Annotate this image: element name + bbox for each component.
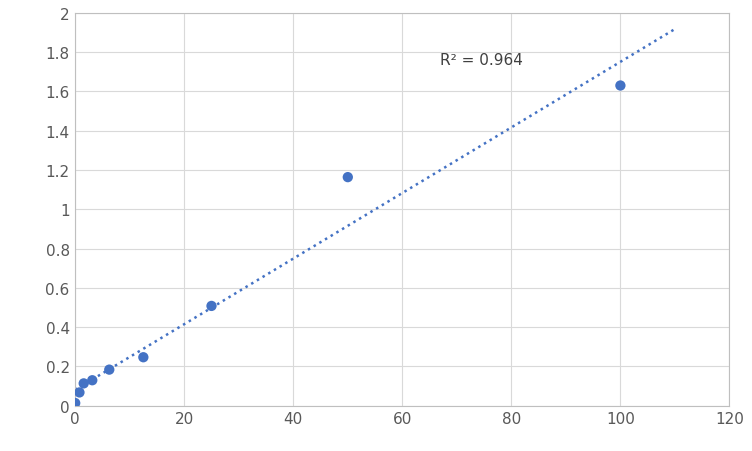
Point bbox=[86, 377, 99, 384]
Point bbox=[614, 83, 626, 90]
Point bbox=[138, 354, 150, 361]
Point bbox=[103, 366, 115, 373]
Point bbox=[77, 380, 89, 387]
Point bbox=[74, 389, 86, 396]
Point bbox=[341, 174, 353, 181]
Point bbox=[205, 303, 217, 310]
Point bbox=[69, 400, 81, 407]
Text: R² = 0.964: R² = 0.964 bbox=[441, 53, 523, 68]
